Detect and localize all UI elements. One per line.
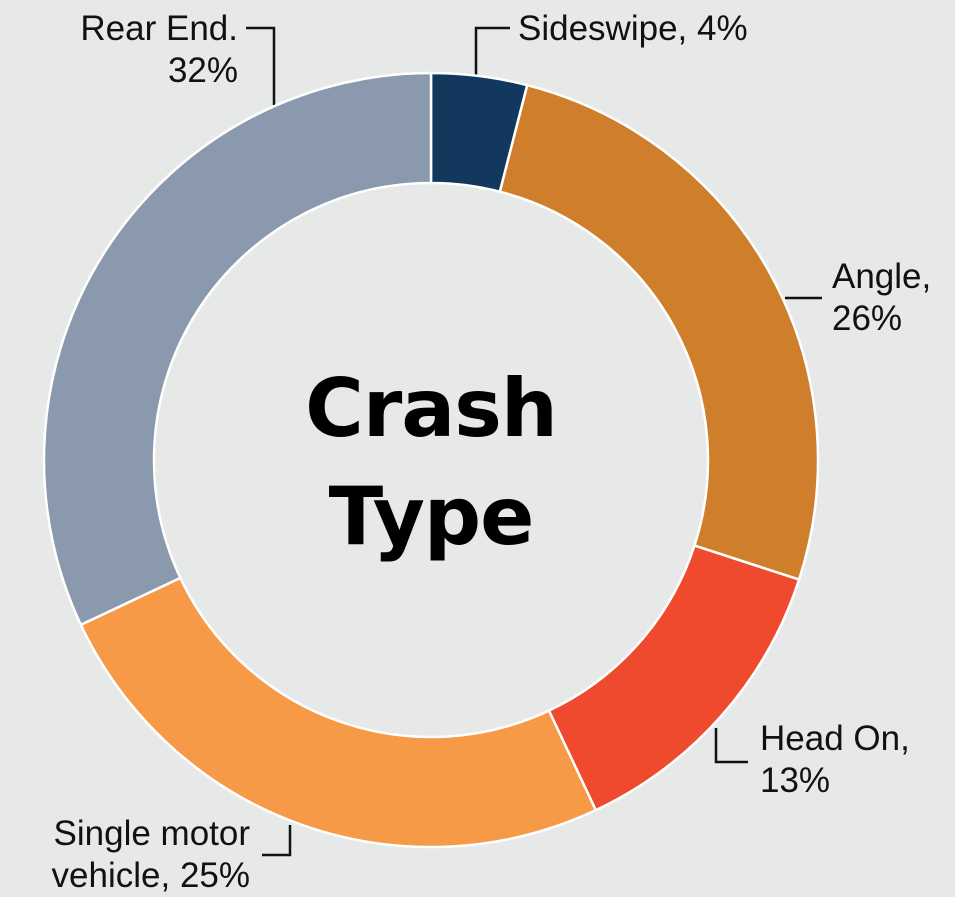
chart-title: Crash Type bbox=[305, 362, 558, 563]
leader-line bbox=[474, 26, 510, 76]
data-label: Head On, bbox=[760, 719, 910, 758]
donut-slice bbox=[79, 576, 598, 849]
data-label: 32% bbox=[168, 51, 238, 90]
data-label: 13% bbox=[760, 761, 830, 800]
data-label: 26% bbox=[832, 299, 902, 338]
donut-slice bbox=[498, 83, 820, 582]
data-label: Rear End. bbox=[80, 9, 238, 48]
data-label: Angle, bbox=[832, 257, 931, 296]
leader-line bbox=[714, 728, 748, 764]
data-label: Sideswipe, 4% bbox=[518, 9, 748, 48]
donut-slice bbox=[42, 71, 433, 627]
data-label: Single motor bbox=[54, 814, 251, 853]
leader-line bbox=[246, 26, 276, 105]
data-label: vehicle, 25% bbox=[52, 856, 250, 895]
leader-line bbox=[262, 825, 292, 857]
